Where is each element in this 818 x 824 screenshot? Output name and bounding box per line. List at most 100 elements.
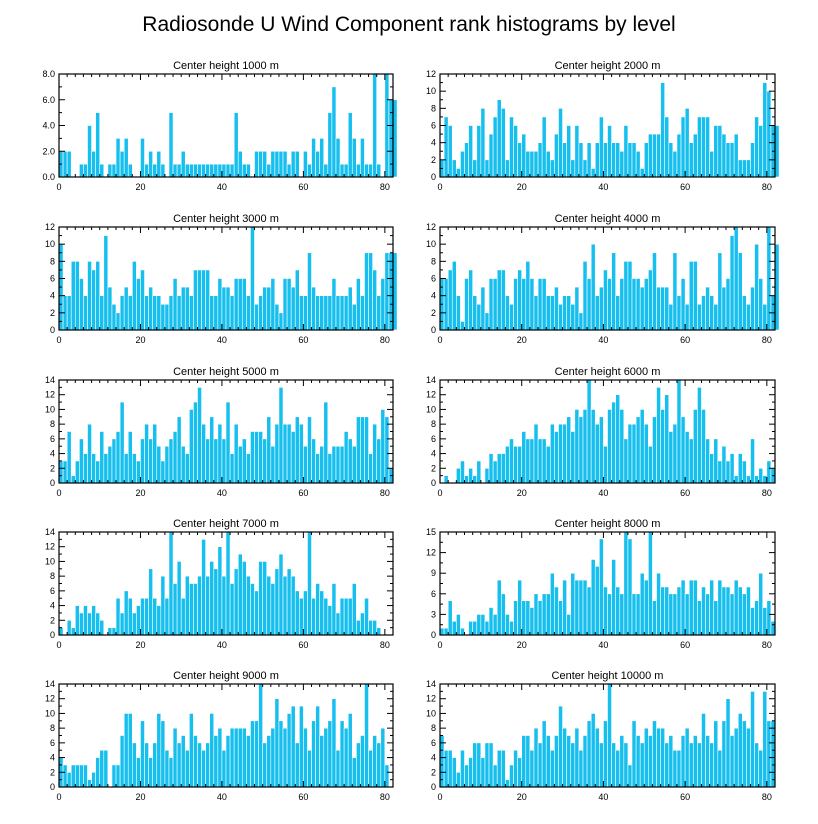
y-tick-label: 10 (45, 708, 55, 718)
histogram-bar (664, 394, 670, 484)
histogram-bar (331, 583, 337, 636)
histogram-bar (380, 278, 386, 331)
x-tick-label: 20 (135, 488, 145, 498)
histogram-bar (225, 401, 231, 484)
histogram-bar (229, 583, 235, 636)
histogram-bar (586, 142, 592, 178)
histogram-bar (140, 720, 145, 788)
histogram-bar (180, 286, 186, 331)
histogram-bar (578, 579, 584, 636)
histogram-bar (111, 163, 117, 178)
histogram-bar (692, 409, 698, 484)
histogram-bar (237, 150, 243, 178)
histogram-bar (451, 620, 457, 636)
histogram-bar (70, 261, 76, 331)
histogram-bar (343, 295, 349, 331)
histogram-bar (590, 713, 596, 788)
histogram-bar (517, 579, 523, 636)
histogram-bar (241, 561, 247, 636)
histogram-bar (213, 568, 219, 636)
histogram-bar (339, 720, 345, 788)
histogram-bar (87, 423, 92, 484)
histogram-bar (545, 445, 551, 484)
histogram-bar (692, 261, 698, 331)
histogram-bar (58, 460, 64, 484)
histogram-bar (164, 445, 170, 484)
histogram-bar (733, 475, 739, 484)
histogram-bar (237, 445, 243, 484)
histogram-bar (709, 453, 715, 484)
histogram-bar (623, 125, 629, 178)
histogram-bar (360, 138, 365, 178)
histogram-bar (79, 163, 84, 178)
histogram-bar (70, 627, 76, 636)
histogram-bar (566, 614, 572, 636)
x-tick-label: 20 (517, 182, 527, 192)
histogram-bar (364, 416, 369, 484)
histogram-bar (189, 295, 194, 331)
histogram-bar (492, 278, 498, 331)
histogram-bar (290, 150, 296, 178)
panel-title: Center height 5000 m (173, 366, 279, 378)
x-tick-label: 80 (762, 182, 772, 192)
histogram-bar (684, 727, 690, 788)
y-tick-label: 4 (50, 753, 55, 763)
histogram-bar (680, 579, 686, 636)
histogram-bar (217, 423, 223, 484)
histogram-bar (688, 742, 694, 788)
histogram-bar (652, 133, 657, 178)
histogram-bar (611, 142, 616, 178)
y-tick-label: 0 (431, 630, 436, 640)
histogram-bar (500, 593, 506, 636)
histogram-bar (554, 735, 559, 788)
histogram-bar (99, 619, 105, 636)
y-tick-label: 14 (45, 375, 55, 385)
histogram-bar (372, 73, 378, 178)
histogram-bar (737, 159, 743, 178)
y-tick-label: 0 (50, 630, 55, 640)
histogram-bar (558, 423, 563, 484)
histogram-bar (107, 445, 113, 484)
histogram-bar (95, 460, 101, 484)
histogram-bar (360, 612, 365, 636)
histogram-bar (451, 159, 457, 178)
x-tick-label: 80 (380, 182, 390, 192)
y-tick-label: 4 (50, 291, 55, 301)
x-tick-label: 60 (298, 792, 308, 802)
histogram-bar (517, 142, 523, 178)
histogram-bar (607, 409, 612, 484)
histogram-bar (127, 295, 133, 331)
histogram-bar (311, 138, 316, 178)
histogram-bar (631, 593, 637, 636)
y-tick-label: 4 (50, 601, 55, 611)
histogram-bar (603, 586, 608, 636)
histogram-bar (468, 125, 473, 178)
histogram-bar (599, 286, 604, 331)
x-tick-label: 20 (517, 335, 527, 345)
histogram-bar (331, 86, 337, 178)
histogram-bar (311, 286, 316, 331)
histogram-bar (758, 572, 764, 636)
histogram-bar (500, 269, 506, 331)
histogram-bar (311, 720, 316, 788)
histogram-bar (713, 125, 719, 178)
histogram-bar (360, 735, 365, 788)
histogram-bar (680, 116, 686, 178)
histogram-bar (299, 705, 304, 788)
histogram-bar (607, 683, 612, 788)
histogram-bar (729, 453, 735, 484)
histogram-bar (533, 295, 539, 331)
histogram-bar (176, 295, 182, 331)
histogram-bar (62, 460, 68, 484)
histogram-bar (705, 286, 710, 331)
histogram-bar (189, 713, 194, 788)
histogram-bar (656, 572, 661, 636)
histogram-bar (160, 720, 166, 788)
histogram-bar (648, 735, 653, 788)
histogram-bar (274, 423, 280, 484)
histogram-bar (705, 735, 710, 788)
histogram-bar (476, 460, 482, 484)
histogram-bar (58, 627, 64, 636)
histogram-bar (484, 620, 490, 636)
